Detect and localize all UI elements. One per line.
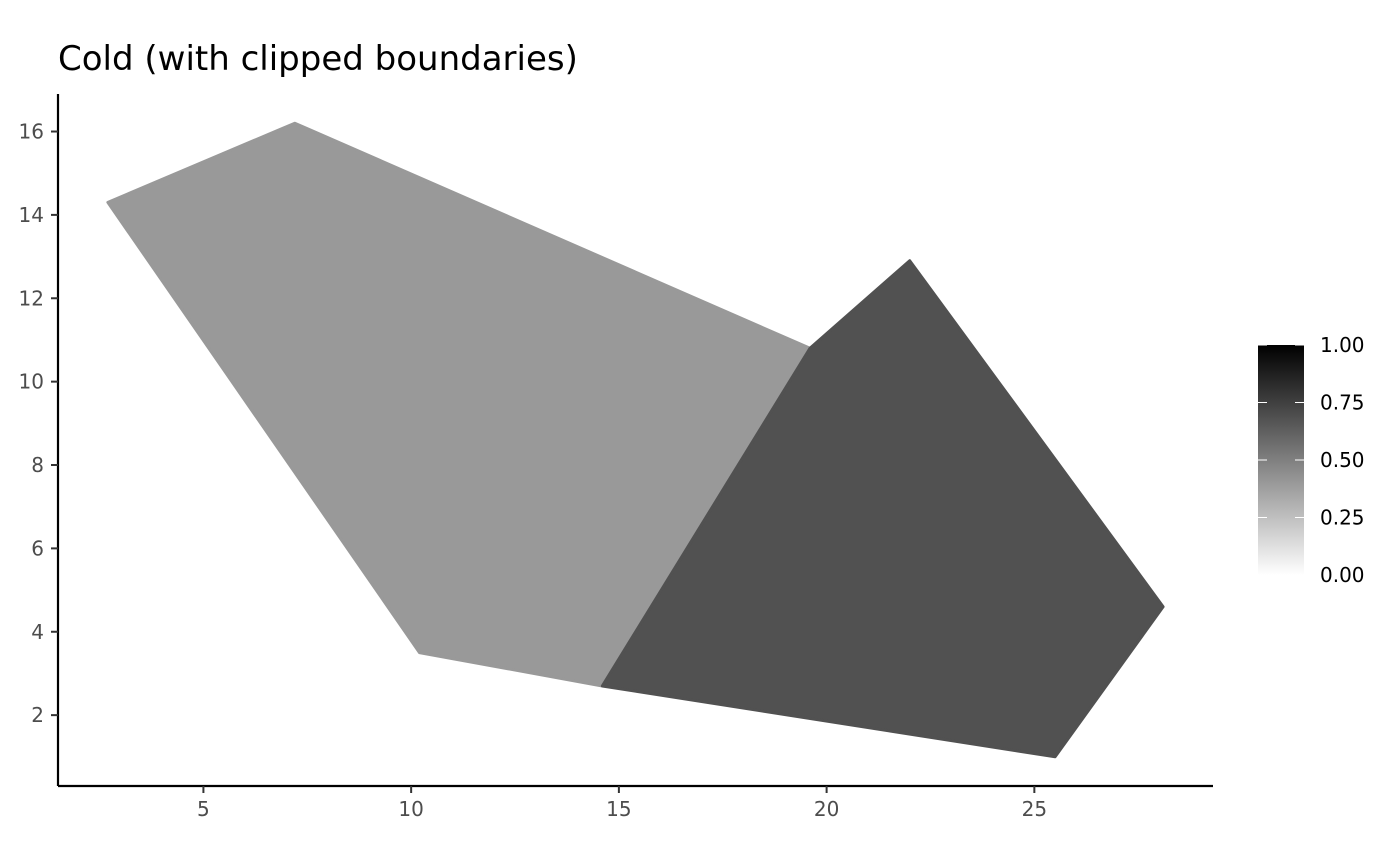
colorbar-tick-label: 0.50: [1320, 448, 1365, 472]
colorbar-ticks: 0.00 0.25 0.50 0.75 1.00: [1258, 333, 1365, 587]
chart-title: Cold (with clipped boundaries): [58, 39, 578, 79]
x-tick-label: 20: [814, 797, 839, 821]
y-tick-label: 14: [19, 203, 44, 227]
x-tick-label: 15: [606, 797, 631, 821]
y-tick-label: 6: [31, 536, 44, 560]
colorbar-tick-label: 0.75: [1320, 391, 1365, 415]
colorbar-tick-label: 0.25: [1320, 506, 1365, 530]
y-tick-label: 16: [19, 120, 44, 144]
x-axis-ticks: 5 10 15 20 25: [197, 786, 1047, 821]
y-tick-label: 8: [31, 453, 44, 477]
y-tick-label: 2: [31, 703, 44, 727]
plot-polygons: [106, 121, 1165, 759]
y-axis-ticks: 2 4 6 8 10 12 14 16: [19, 120, 58, 727]
y-tick-label: 12: [19, 286, 44, 310]
x-tick-label: 25: [1022, 797, 1047, 821]
polygon-2: [600, 259, 1165, 759]
colorbar-legend: 0.00 0.25 0.50 0.75 1.00: [1258, 333, 1365, 587]
x-tick-label: 5: [197, 797, 210, 821]
y-tick-label: 10: [19, 370, 44, 394]
y-tick-label: 4: [31, 620, 44, 644]
colorbar-tick-label: 0.00: [1320, 563, 1365, 587]
colorbar-tick-label: 1.00: [1320, 333, 1365, 357]
x-tick-label: 10: [398, 797, 423, 821]
